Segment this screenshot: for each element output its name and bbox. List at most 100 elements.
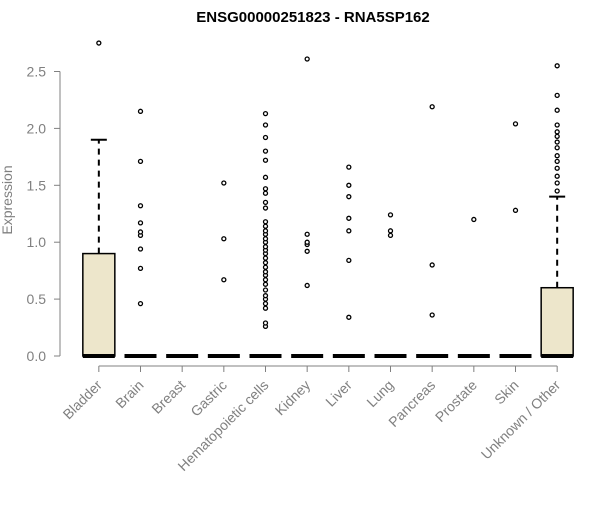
outlier-point	[512, 121, 519, 127]
outlier-point	[554, 122, 560, 128]
y-tick-label: 2.5	[27, 64, 47, 80]
box-group	[207, 180, 240, 358]
box	[540, 286, 574, 357]
outlier-point	[262, 219, 269, 225]
outlier-point	[221, 277, 227, 283]
outlier-point	[554, 173, 560, 179]
outlier-point	[96, 40, 102, 46]
outlier-point	[137, 301, 144, 307]
outlier-point	[137, 265, 144, 272]
outlier-point	[137, 229, 144, 235]
outlier-point	[554, 158, 560, 165]
outlier-point	[304, 282, 310, 289]
outlier-point	[304, 231, 310, 237]
outlier-point	[262, 255, 269, 261]
outlier-point	[137, 203, 144, 209]
outlier-point	[554, 63, 560, 69]
outlier-point	[262, 281, 269, 287]
outlier-point	[387, 228, 394, 234]
outlier-point	[554, 180, 560, 186]
outlier-point	[262, 287, 269, 293]
outlier-point	[554, 145, 560, 151]
boxes-layer	[82, 40, 574, 358]
outlier-point	[262, 277, 269, 283]
outlier-point	[262, 301, 269, 307]
outlier-point	[262, 186, 269, 192]
x-tick-label: Prostate	[432, 377, 480, 425]
outlier-point	[262, 228, 269, 234]
outlier-point	[221, 236, 227, 242]
box-group	[374, 212, 407, 358]
x-tick-label: Kidney	[272, 377, 314, 419]
outlier-point	[554, 153, 560, 159]
outlier-point	[221, 180, 227, 186]
outlier-point	[262, 122, 269, 128]
outlier-point	[346, 215, 352, 221]
outlier-point	[262, 199, 269, 206]
outlier-point	[554, 107, 560, 113]
chart-title: ENSG00000251823 - RNA5SP162	[196, 9, 429, 26]
x-tick-label: Lung	[363, 377, 396, 410]
outlier-point	[262, 244, 269, 250]
box	[82, 252, 116, 357]
outlier-point	[262, 110, 269, 117]
box-group	[416, 104, 449, 358]
outlier-point	[429, 262, 435, 268]
box-group	[540, 63, 574, 358]
y-tick-label: 1.0	[27, 234, 47, 250]
outlier-point	[137, 220, 144, 226]
outlier-point	[262, 223, 269, 229]
outlier-point	[554, 165, 560, 171]
outlier-point	[304, 248, 310, 254]
outlier-point	[262, 174, 269, 180]
x-tick-label: Bladder	[60, 377, 106, 423]
outlier-point	[346, 257, 352, 264]
outlier-point	[346, 314, 352, 320]
outlier-point	[346, 228, 352, 234]
outlier-point	[554, 188, 560, 194]
x-tick-label: Unknown / Other	[478, 377, 564, 463]
outlier-point	[554, 92, 560, 99]
outlier-point	[262, 260, 269, 266]
outlier-point	[262, 205, 269, 211]
outlier-point	[137, 158, 144, 165]
box-group	[249, 110, 282, 358]
outlier-point	[262, 264, 269, 270]
x-tick-label: Liver	[322, 377, 355, 410]
y-axis: 0.0 0.5 1.0 1.5 2.0 2.5	[27, 64, 61, 364]
outlier-point	[346, 164, 352, 170]
outlier-point	[262, 134, 269, 141]
box-group	[82, 40, 116, 358]
outlier-point	[304, 56, 310, 62]
box-group	[291, 56, 324, 358]
y-axis-title: Expression	[0, 165, 15, 234]
outlier-point	[346, 182, 352, 188]
outlier-point	[554, 129, 560, 135]
outlier-point	[387, 232, 394, 239]
box-group	[499, 121, 532, 358]
outlier-point	[137, 108, 144, 114]
outlier-point	[262, 157, 269, 163]
outlier-point	[262, 236, 269, 242]
box-group	[124, 108, 157, 358]
x-tick-label: Skin	[491, 377, 522, 408]
x-tick-label: Breast	[148, 377, 188, 417]
outlier-point	[387, 212, 394, 218]
outlier-point	[304, 239, 310, 245]
outlier-point	[512, 207, 519, 213]
outlier-point	[429, 312, 435, 318]
outlier-point	[262, 269, 269, 275]
outlier-point	[471, 216, 477, 223]
outlier-point	[429, 104, 435, 110]
y-tick-label: 0.0	[27, 348, 47, 364]
outlier-point	[554, 133, 560, 140]
outlier-point	[262, 293, 269, 299]
y-tick-label: 0.5	[27, 291, 47, 307]
outlier-point	[346, 194, 352, 200]
outlier-point	[554, 139, 560, 145]
outlier-point	[262, 148, 269, 154]
x-tick-label: Brain	[112, 377, 146, 411]
